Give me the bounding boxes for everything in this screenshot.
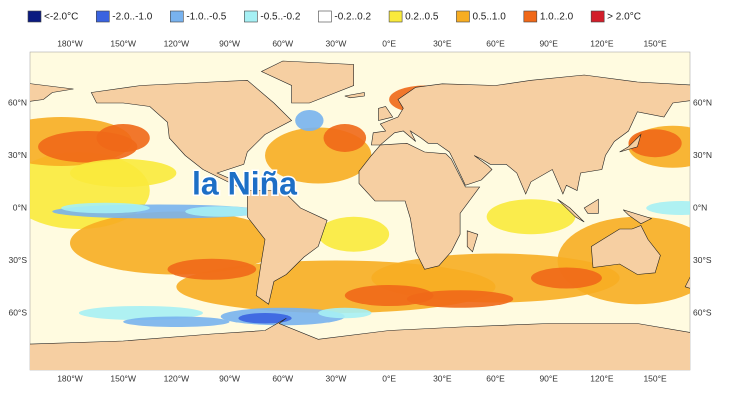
lon-label-bottom: 30°W [326, 373, 347, 383]
annotation: la Niña [192, 165, 297, 201]
legend-label: > 2.0°C [607, 12, 641, 23]
landmass [260, 60, 355, 104]
anomaly-patch [78, 306, 203, 320]
anomaly-patch [185, 206, 257, 217]
lon-label-top: 90°E [539, 38, 558, 48]
lon-label-bottom: 60°W [272, 373, 293, 383]
landmass [30, 83, 74, 102]
lon-label-top: 90°W [219, 38, 240, 48]
lat-label-left: 30°S [8, 255, 27, 265]
lat-label-right: 60°N [693, 97, 712, 107]
lat-label-right: 0°N [693, 202, 707, 212]
anomaly-patch [628, 129, 682, 158]
anomaly-patch [61, 202, 150, 214]
lat-label-right: 60°S [693, 307, 712, 317]
landmass [583, 198, 599, 214]
lat-label-left: 60°N [8, 97, 27, 107]
landmass [30, 318, 690, 370]
lon-label-top: 180°W [57, 38, 83, 48]
lon-label-top: 60°E [486, 38, 505, 48]
lon-label-top: 120°E [590, 38, 614, 48]
lon-label-top: 60°W [272, 38, 293, 48]
lat-label-left: 0°N [13, 202, 27, 212]
lon-label-bottom: 120°E [590, 373, 614, 383]
anomaly-patch [646, 201, 690, 215]
legend-label: <-2.0°C [44, 12, 78, 23]
landmass [619, 133, 642, 153]
anomaly-patch [70, 211, 283, 275]
anomaly-patch [406, 290, 514, 308]
lon-label-bottom: 150°W [110, 373, 136, 383]
lat-label-right: 30°S [693, 255, 712, 265]
lon-label-top: 30°W [326, 38, 347, 48]
anomaly-patch [167, 258, 257, 280]
legend-swatch [456, 10, 470, 23]
landmass [344, 92, 365, 99]
landmass [90, 79, 293, 195]
anomaly-patch [323, 124, 367, 152]
legend-label: 0.5..1.0 [472, 12, 506, 23]
legend-swatch [170, 10, 184, 23]
lon-label-top: 150°W [110, 38, 136, 48]
landmass [378, 106, 394, 121]
lat-label-right: 30°N [693, 150, 712, 160]
anomaly-patch [318, 216, 390, 252]
legend-swatch [95, 10, 110, 23]
legend-label: 1.0..2.0 [540, 12, 574, 23]
anomaly-patch [96, 124, 150, 152]
land [30, 60, 690, 370]
legend-swatch [590, 10, 605, 23]
lat-label-left: 30°N [8, 150, 27, 160]
anomaly-patch [295, 110, 324, 131]
legend-swatch [27, 10, 42, 23]
anomaly-patch [530, 267, 602, 289]
legend: <-2.0°C -2.0..-1.0 -1.0..-0.5 -0.5..-0.2 -0.… [27, 10, 641, 23]
legend-label: -0.2..0.2 [334, 12, 371, 23]
landmass [358, 142, 481, 270]
landmass [247, 190, 328, 305]
landmass [557, 199, 585, 223]
landmass [371, 74, 690, 195]
lon-label-bottom: 90°W [219, 373, 240, 383]
anomaly-patch [70, 159, 177, 187]
landmass [622, 209, 653, 225]
lon-label-bottom: 90°E [539, 373, 558, 383]
lon-label-bottom: 30°E [433, 373, 452, 383]
anomaly-patch [318, 307, 372, 319]
legend-label: -0.5..-0.2 [260, 12, 300, 23]
lon-label-bottom: 150°E [643, 373, 667, 383]
landmass [590, 225, 661, 275]
lat-label-left: 60°S [8, 307, 27, 317]
lon-label-top: 30°E [433, 38, 452, 48]
lon-label-bottom: 120°W [164, 373, 190, 383]
lon-label-top: 0°E [382, 38, 396, 48]
landmass [466, 230, 479, 253]
lon-label-bottom: 0°E [382, 373, 396, 383]
legend-label: -1.0..-0.5 [186, 12, 226, 23]
legend-swatch [523, 10, 538, 23]
lon-label-bottom: 180°W [57, 373, 83, 383]
lon-label-bottom: 60°E [486, 373, 505, 383]
legend-swatch [244, 10, 258, 23]
lon-label-top: 120°W [164, 38, 190, 48]
legend-swatch [318, 10, 332, 23]
anomaly-patch [238, 313, 292, 324]
legend-swatch [388, 10, 403, 23]
lon-label-top: 150°E [643, 38, 667, 48]
graticule-labels: 180°W 180°W 150°W 150°W 120°W 120°W 90°W 90°W 60… [8, 38, 712, 383]
anomaly-patch [486, 199, 576, 235]
landmass [684, 276, 690, 289]
legend-label: 0.2..0.5 [405, 12, 439, 23]
legend-label: -2.0..-1.0 [112, 12, 152, 23]
anomaly-patch [123, 316, 230, 327]
